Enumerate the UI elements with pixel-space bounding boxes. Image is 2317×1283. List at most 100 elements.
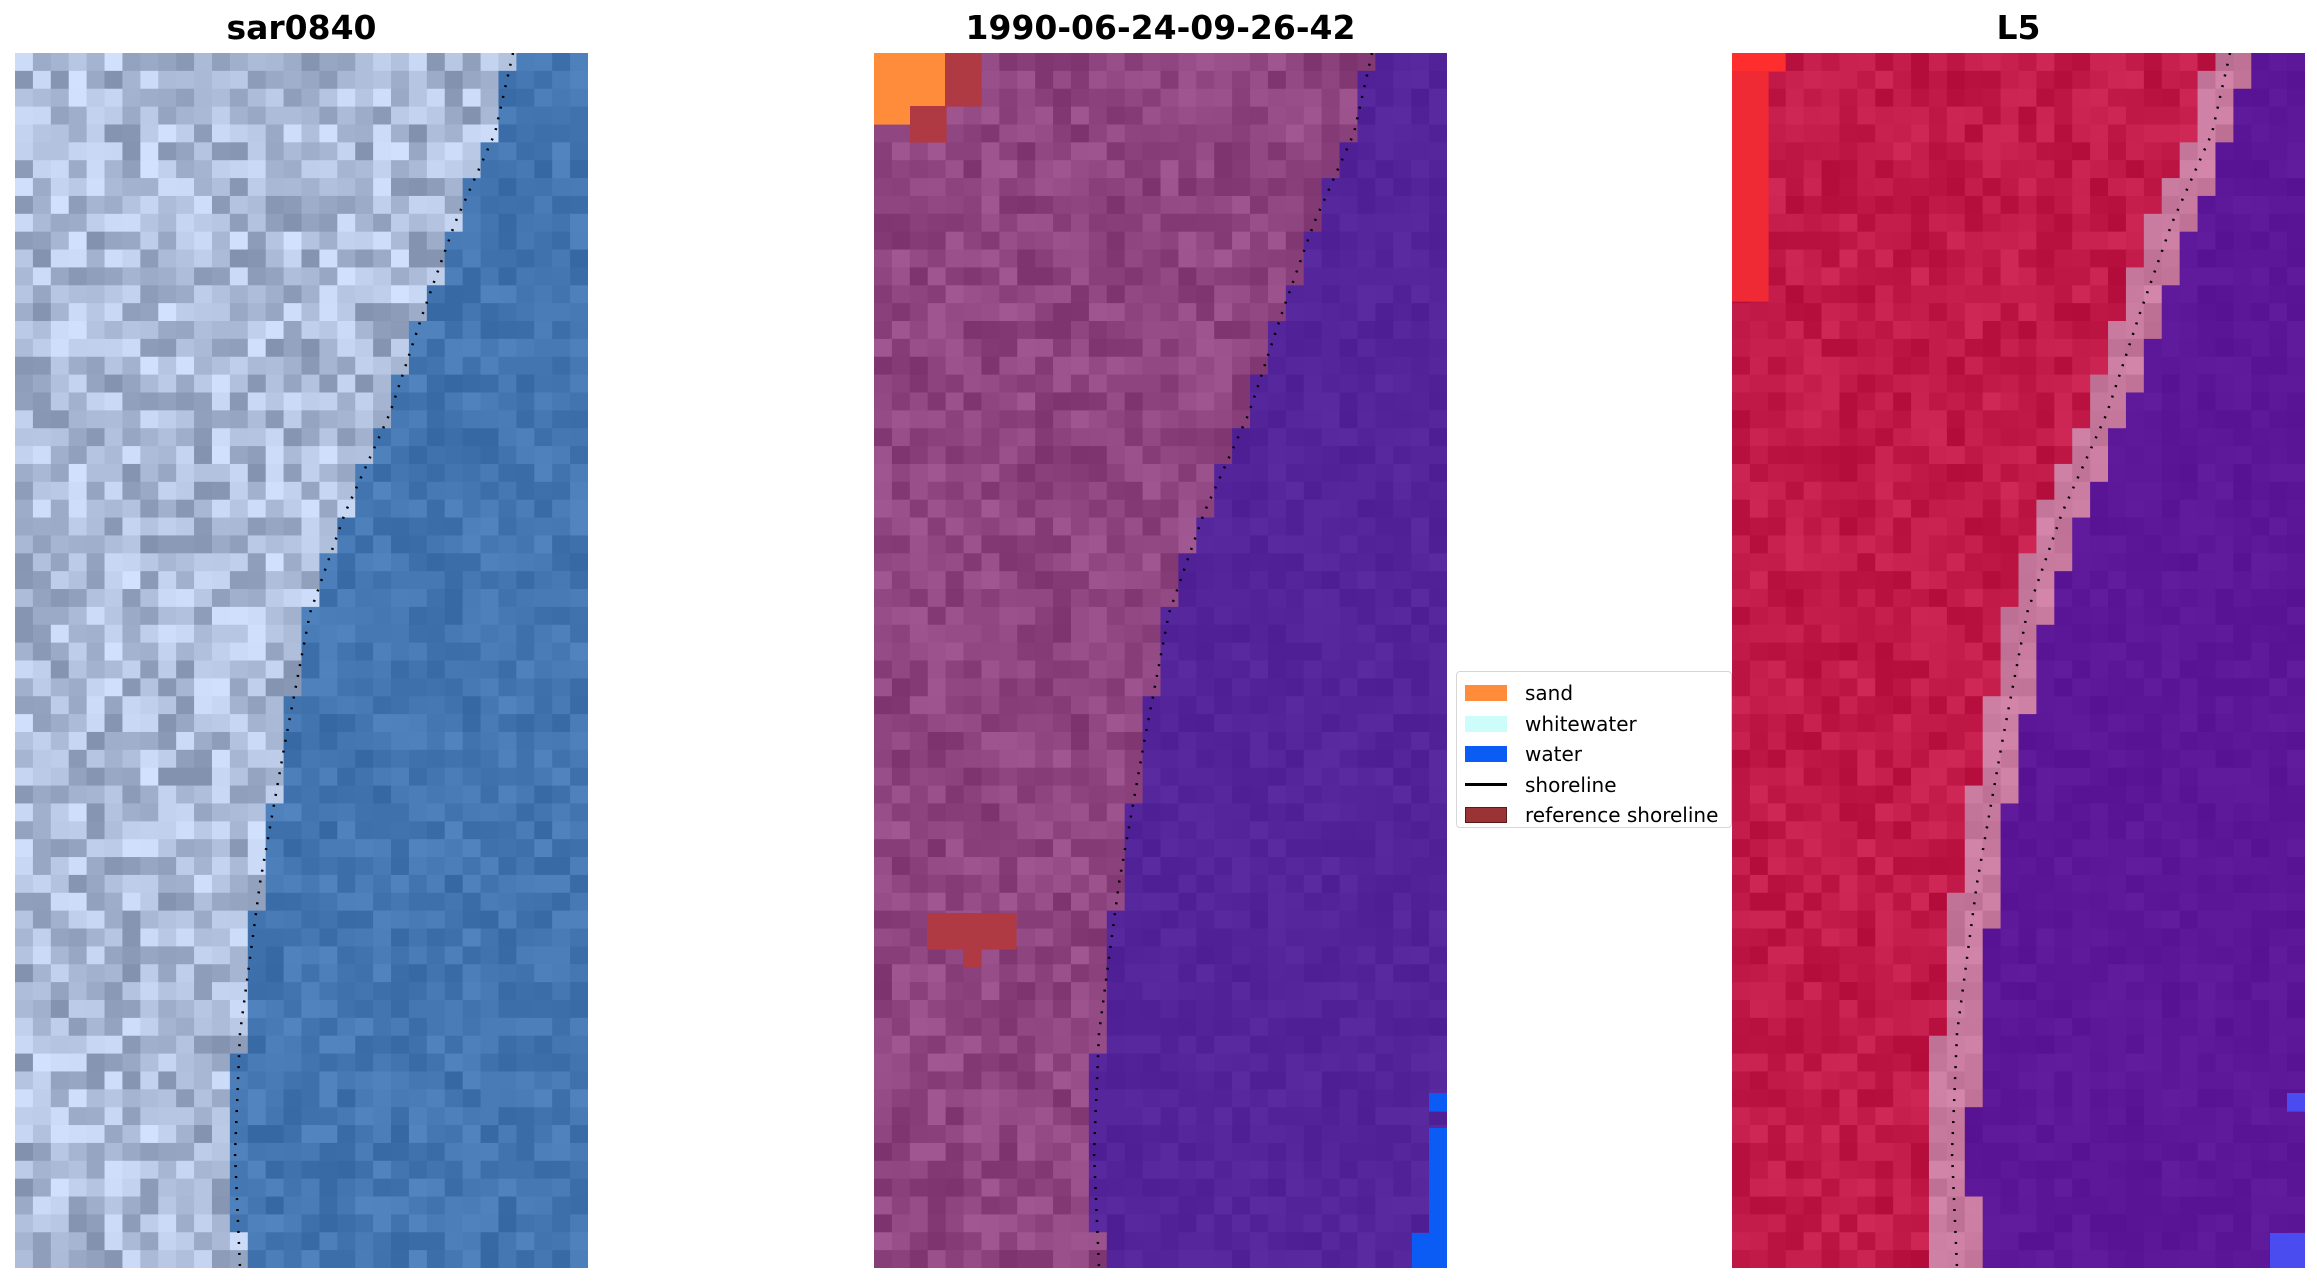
water-pixel: [1196, 964, 1215, 983]
water-pixel: [1106, 1196, 1126, 1215]
water-pixel: [2161, 249, 2181, 269]
water-pixel: [516, 696, 535, 715]
land-pixel: [1035, 892, 1054, 912]
water-pixel: [444, 964, 464, 983]
land-pixel: [1088, 857, 1108, 876]
water-pixel: [1196, 1250, 1215, 1268]
land-pixel: [1250, 70, 1269, 90]
water-pixel: [570, 1214, 588, 1233]
land-pixel: [1106, 785, 1126, 805]
water-pixel: [498, 70, 517, 90]
water-pixel: [1339, 338, 1359, 358]
land-pixel: [1232, 249, 1251, 269]
land-pixel: [1124, 589, 1144, 608]
water-pixel: [1411, 589, 1430, 608]
land-pixel: [1088, 624, 1108, 644]
water-pixel: [319, 1196, 338, 1215]
land-pixel: [50, 839, 70, 858]
water-pixel: [1232, 803, 1251, 822]
land-pixel: [194, 678, 213, 697]
water-pixel: [1375, 321, 1394, 340]
land-pixel: [1106, 392, 1126, 411]
water-pixel: [444, 1232, 464, 1251]
water-pixel: [534, 892, 553, 912]
land-pixel: [122, 303, 141, 322]
water-pixel: [426, 356, 446, 376]
water-pixel: [1178, 821, 1197, 840]
land-pixel: [1767, 106, 1787, 126]
land-pixel: [874, 124, 893, 143]
land-pixel: [945, 946, 965, 965]
land-pixel: [211, 303, 231, 322]
water-pixel: [444, 517, 464, 537]
land-pixel: [283, 70, 303, 90]
water-pixel: [391, 374, 410, 394]
water-pixel: [462, 285, 482, 304]
land-pixel: [1250, 160, 1269, 179]
water-pixel: [480, 178, 500, 197]
water-pixel: [2179, 213, 2199, 233]
water-pixel: [408, 660, 428, 679]
water-pixel: [552, 910, 571, 930]
water-pixel: [1357, 267, 1376, 286]
land-pixel: [158, 696, 177, 715]
land-pixel: [1070, 606, 1090, 626]
water-pixel: [1339, 481, 1359, 501]
water-pixel: [283, 1053, 303, 1073]
land-pixel: [874, 428, 893, 447]
land-pixel: [981, 1232, 1000, 1251]
water-pixel: [337, 946, 356, 965]
water-pixel: [1285, 1178, 1305, 1198]
land-pixel: [211, 696, 231, 715]
water-pixel: [1321, 553, 1341, 572]
water-pixel: [462, 571, 482, 590]
water-pixel: [2161, 338, 2181, 358]
land-pixel: [283, 642, 303, 662]
land-pixel: [1053, 999, 1072, 1019]
water-pixel: [1375, 964, 1394, 983]
land-pixel: [140, 1125, 159, 1144]
water-pixel: [1250, 749, 1269, 769]
land-pixel: [1893, 338, 1912, 358]
land-pixel: [2036, 303, 2055, 322]
land-pixel: [194, 606, 213, 626]
land-pixel: [909, 267, 929, 286]
land-pixel: [15, 857, 34, 876]
water-pixel: [444, 1196, 464, 1215]
land-pixel: [1232, 338, 1251, 358]
land-pixel: [176, 928, 195, 947]
water-pixel: [1267, 1017, 1287, 1037]
land-pixel: [211, 785, 231, 805]
land-pixel: [1124, 463, 1144, 483]
land-pixel: [319, 267, 338, 286]
water-pixel: [1142, 839, 1162, 858]
water-pixel: [1303, 678, 1323, 697]
land-pixel: [981, 338, 1000, 358]
land-pixel: [1070, 1250, 1090, 1268]
water-pixel: [1357, 1107, 1376, 1126]
water-pixel: [1429, 874, 1447, 894]
water-pixel: [2215, 195, 2234, 215]
land-pixel: [391, 338, 410, 358]
water-pixel: [1303, 392, 1323, 411]
land-pixel: [319, 88, 338, 108]
water-pixel: [1160, 803, 1180, 822]
water-pixel: [1267, 731, 1287, 751]
land-pixel: [194, 481, 213, 501]
water-pixel: [1375, 410, 1394, 429]
water-pixel: [373, 857, 392, 876]
land-pixel: [176, 231, 195, 251]
water-pixel: [301, 785, 321, 805]
water-pixel: [462, 874, 482, 894]
land-pixel: [158, 1035, 177, 1055]
land-pixel: [1767, 338, 1787, 358]
water-pixel: [1321, 303, 1341, 322]
land-pixel: [283, 553, 303, 572]
land-pixel: [229, 374, 249, 394]
land-pixel: [2036, 392, 2055, 411]
water-pixel: [337, 535, 356, 554]
water-pixel: [1250, 999, 1269, 1019]
land-pixel: [247, 749, 267, 769]
land-pixel: [301, 499, 321, 519]
land-pixel: [265, 53, 285, 72]
